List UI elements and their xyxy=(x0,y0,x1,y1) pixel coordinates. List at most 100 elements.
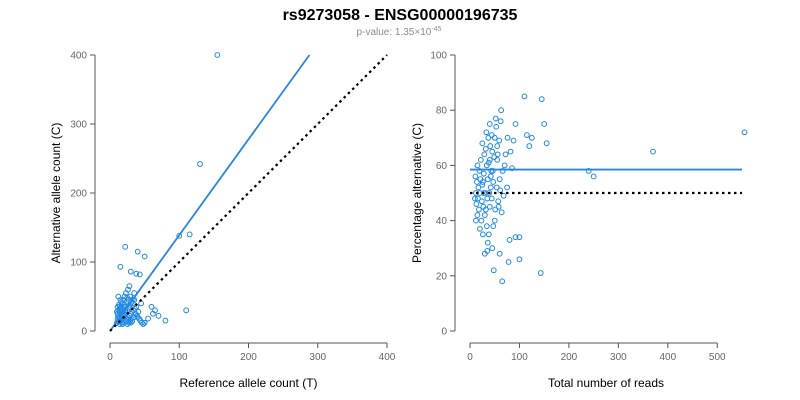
right-data-point xyxy=(481,212,488,218)
left-data-point xyxy=(115,307,122,314)
right-data-point xyxy=(482,145,489,152)
right-data-point xyxy=(479,181,486,188)
right-data-point xyxy=(523,132,530,138)
left-data-point xyxy=(214,52,221,58)
left-data-point xyxy=(127,268,134,275)
left-x-tick-label: 200 xyxy=(240,352,257,363)
right-data-point xyxy=(488,195,495,202)
right-data-point xyxy=(491,134,498,141)
right-data-point xyxy=(493,184,500,191)
left-data-point xyxy=(150,310,156,317)
left-data-point xyxy=(176,232,183,239)
right-data-point xyxy=(476,168,483,174)
right-data-point xyxy=(494,151,501,158)
right-data-point xyxy=(516,234,523,241)
right-data-point xyxy=(473,201,480,207)
left-data-point xyxy=(162,317,169,324)
right-data-point xyxy=(502,151,509,158)
right-data-point xyxy=(478,198,485,205)
right-data-point xyxy=(495,203,502,210)
right-x-tick-label: 400 xyxy=(659,352,676,363)
right-y-tick-label: 0 xyxy=(441,327,447,338)
right-data-point xyxy=(492,115,499,122)
right-data-point xyxy=(475,195,481,202)
right-x-tick-label: 0 xyxy=(467,352,473,363)
left-data-point xyxy=(125,286,131,293)
right-data-point xyxy=(490,179,497,185)
right-data-point xyxy=(490,223,497,230)
left-data-point xyxy=(183,307,190,314)
left-data-point xyxy=(116,303,123,310)
left-data-point xyxy=(186,231,193,238)
right-data-point xyxy=(537,270,544,276)
left-x-tick-label: 100 xyxy=(171,352,188,363)
right-data-point xyxy=(499,278,506,285)
right-data-point xyxy=(504,134,511,141)
left-data-point xyxy=(117,263,124,270)
right-data-point xyxy=(504,184,510,191)
p-value-exponent: -45 xyxy=(431,26,441,33)
right-data-point xyxy=(498,209,505,216)
right-data-point xyxy=(486,203,493,210)
left-x-axis-label: Reference allele count (T) xyxy=(179,376,317,390)
right-data-point xyxy=(494,143,501,149)
right-x-tick-label: 500 xyxy=(709,352,726,363)
right-data-point xyxy=(473,217,479,224)
right-data-point xyxy=(507,148,514,155)
right-data-point xyxy=(484,176,491,183)
left-data-point xyxy=(138,319,145,326)
left-data-point xyxy=(134,248,141,255)
right-data-point xyxy=(490,267,497,274)
right-data-point xyxy=(484,239,491,246)
left-reference-line xyxy=(109,54,388,332)
right-data-point xyxy=(741,129,748,136)
left-data-point xyxy=(155,312,162,319)
right-data-point xyxy=(590,173,597,180)
left-data-point xyxy=(131,314,138,321)
left-data-point xyxy=(135,308,142,315)
right-data-point xyxy=(491,217,498,224)
left-y-tick-label: 200 xyxy=(70,189,87,200)
left-data-point xyxy=(128,299,135,305)
right-data-point xyxy=(479,140,486,147)
right-data-point xyxy=(526,143,533,149)
right-data-point xyxy=(485,134,492,141)
left-y-tick-label: 300 xyxy=(70,120,87,131)
right-data-point xyxy=(538,96,545,103)
right-data-point xyxy=(541,121,548,127)
right-data-point xyxy=(487,173,494,180)
left-data-point xyxy=(136,271,143,278)
left-data-point xyxy=(133,270,140,277)
right-data-point xyxy=(516,256,523,263)
right-data-point xyxy=(481,250,488,257)
left-data-point xyxy=(129,296,136,303)
left-data-point xyxy=(121,293,128,300)
right-data-point xyxy=(510,137,517,144)
right-data-point xyxy=(500,192,507,199)
right-data-point xyxy=(491,154,498,161)
right-data-point xyxy=(512,234,519,241)
right-data-point xyxy=(474,212,481,218)
right-data-point xyxy=(486,121,493,127)
left-data-point xyxy=(124,321,131,328)
figure-title: rs9273058 - ENSG00000196735 xyxy=(283,7,518,24)
right-x-tick-label: 300 xyxy=(610,352,627,363)
right-data-point xyxy=(506,237,513,243)
right-y-axis-label: Percentage alternative (C) xyxy=(410,123,424,263)
right-data-point xyxy=(476,206,482,213)
right-data-point xyxy=(521,93,528,100)
right-y-tick-label: 60 xyxy=(436,161,448,172)
left-data-point xyxy=(148,303,155,310)
right-data-point xyxy=(480,190,487,196)
right-data-point xyxy=(496,250,503,257)
left-y-axis-label: Alternative allele count (C) xyxy=(49,123,63,264)
right-y-tick-label: 40 xyxy=(436,216,448,227)
right-data-point xyxy=(486,156,493,163)
p-value-subtitle: p-value: 1.35×10-45 xyxy=(357,26,442,38)
right-data-point xyxy=(485,231,492,238)
left-data-point xyxy=(141,253,148,260)
left-data-point xyxy=(126,283,133,290)
right-data-point xyxy=(481,151,488,158)
right-data-point xyxy=(474,179,480,185)
